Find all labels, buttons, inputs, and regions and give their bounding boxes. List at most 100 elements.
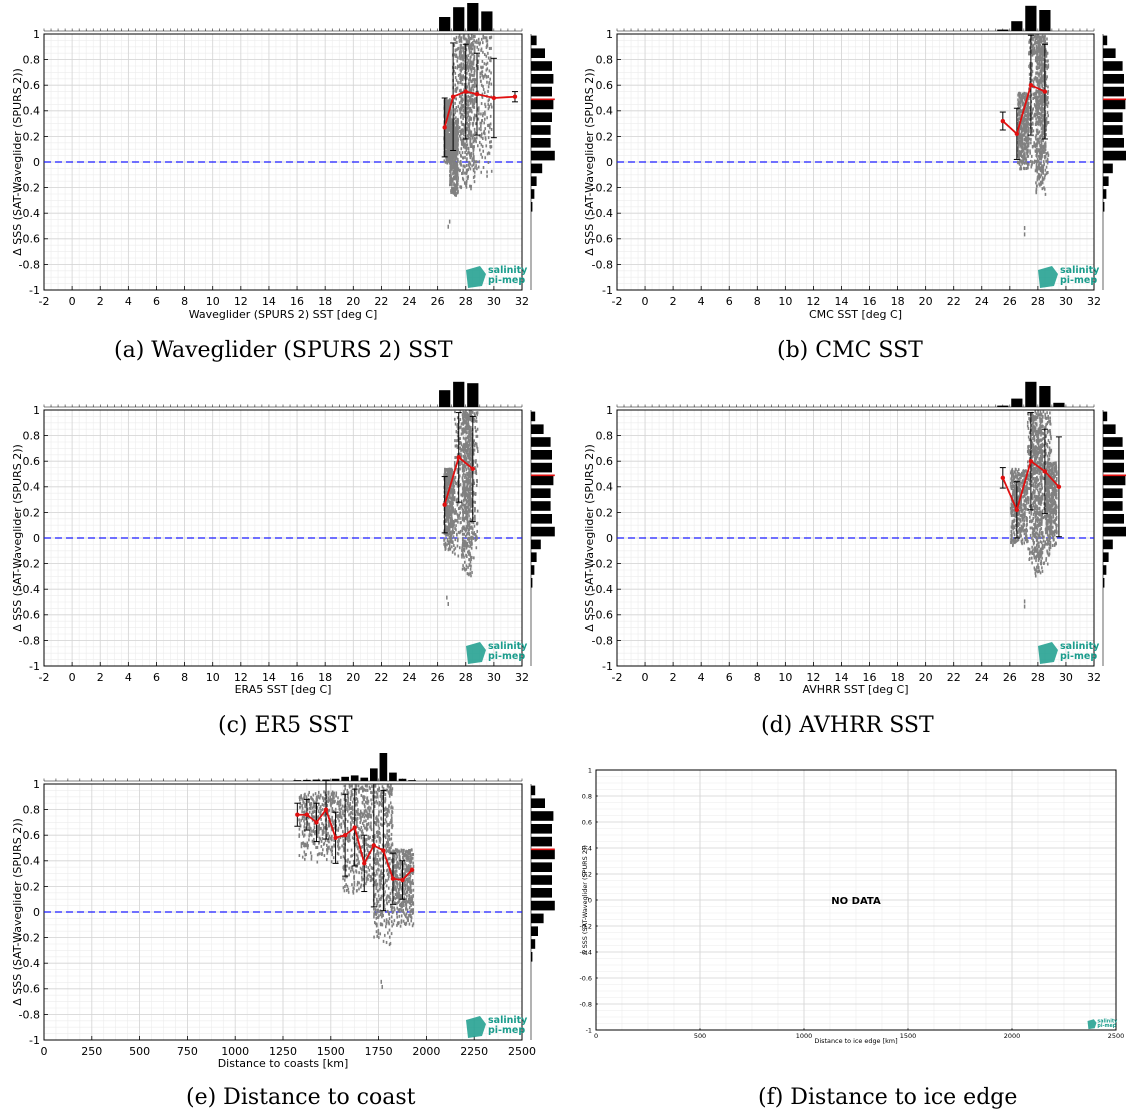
scatter-point [1033,161,1035,165]
scatter-point [467,122,469,126]
scatter-point [486,170,488,174]
scatter-point [456,544,459,548]
scatter-point [447,152,449,156]
scatter-point [1030,42,1033,46]
scatter-point [1025,94,1027,98]
scatter-point [455,528,457,532]
scatter-point [467,114,470,118]
right-hist-bar [1103,35,1108,46]
scatter-point [468,479,470,483]
scatter-point [472,452,475,456]
scatter-point [454,66,457,70]
scatter-point [1023,157,1025,161]
scatter-point [460,57,462,61]
scatter-point [1042,47,1045,51]
scatter-point [1039,175,1042,179]
scatter-point [1024,142,1027,146]
right-hist-bar [531,150,555,161]
scatter-point [1029,77,1031,81]
scatter-point [461,518,464,522]
right-hist-bar [1103,202,1105,212]
scatter-point [475,164,477,168]
scatter-point [470,474,473,478]
scatter-point [1036,52,1039,56]
scatter-point [1046,59,1049,63]
scatter-point [1032,38,1034,42]
scatter-point [1022,133,1025,137]
scatter-point [1035,181,1037,185]
scatter-point [447,122,450,126]
scatter-point [470,539,473,543]
scatter-point [1020,99,1023,103]
scatter-point [450,522,452,526]
x-axis-label: CMC SST [deg C] [809,308,902,321]
scatter-point [1037,43,1040,47]
scatter-point [1018,149,1020,153]
scatter-point [452,487,455,491]
scatter-point [467,175,470,179]
scatter-point [1040,71,1043,75]
scatter-point [487,107,490,111]
scatter-point [468,49,471,53]
scatter-point [452,159,454,163]
scatter-point [456,424,459,428]
scatter-point [452,494,454,498]
scatter-point [455,498,458,502]
scatter-point [446,505,449,509]
scatter-point [470,34,473,38]
scatter-point [449,182,452,186]
scatter-point [1043,40,1045,44]
scatter-point [483,121,485,125]
scatter-point [1038,66,1041,70]
scatter-point [1023,138,1026,142]
scatter-point [468,469,470,473]
scatter-point [465,468,468,472]
scatter-point [453,478,456,482]
scatter-point [468,124,471,128]
scatter-point [469,517,472,521]
scatter-point [1037,55,1040,59]
x-tick-label: 4 [125,671,132,684]
scatter-point [464,505,467,509]
scatter-point [489,58,491,62]
scatter-point [1041,81,1043,85]
scatter-point [454,456,456,460]
scatter-point [460,454,463,458]
scatter-point [461,548,463,552]
scatter-point [444,107,447,111]
scatter-point [470,443,473,447]
scatter-point [457,177,459,181]
scatter-point [469,117,471,121]
scatter-point [475,479,478,483]
scatter-point [462,46,464,50]
scatter-point [456,151,459,155]
scatter-point [456,182,459,186]
scatter-point [468,151,471,155]
right-hist-bar [1103,150,1126,161]
scatter-point [1029,66,1031,70]
scatter-point [468,130,471,134]
scatter-point [473,77,475,81]
scatter-point [1035,112,1037,116]
scatter-point [1036,57,1038,61]
scatter-point [447,144,449,148]
scatter-point [1041,63,1044,67]
scatter-point [467,544,469,548]
right-hist-bar [1103,125,1123,135]
scatter-point [464,143,466,147]
scatter-point [1028,64,1030,68]
scatter-point [469,507,471,511]
scatter-point [1021,138,1024,142]
scatter-point [1037,78,1039,82]
scatter-point [1035,35,1037,39]
scatter-point [471,464,473,468]
scatter-point [467,434,469,438]
scatter-point [455,187,458,191]
scatter-point [446,145,448,149]
scatter-point [469,443,471,447]
scatter-point [1038,45,1040,49]
scatter-point [473,459,475,463]
scatter-point [450,538,453,542]
scatter-point [488,151,491,155]
